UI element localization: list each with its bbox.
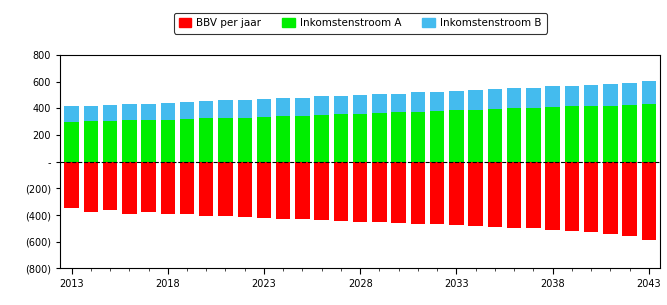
Bar — [199, 101, 213, 118]
Bar — [449, 110, 464, 162]
Bar — [372, 94, 387, 113]
Bar — [564, 106, 579, 162]
Bar — [103, 105, 117, 121]
Bar — [430, 162, 444, 224]
Bar — [622, 105, 637, 162]
Bar — [488, 89, 502, 109]
Bar — [546, 162, 560, 230]
Bar — [314, 115, 329, 162]
Bar — [468, 90, 483, 109]
Bar — [526, 108, 540, 162]
Bar — [430, 111, 444, 162]
Bar — [83, 162, 98, 212]
Bar — [468, 162, 483, 226]
Bar — [141, 104, 156, 120]
Bar — [141, 162, 156, 212]
Bar — [392, 112, 406, 162]
Legend: BBV per jaar, Inkomstenstroom A, Inkomstenstroom B: BBV per jaar, Inkomstenstroom A, Inkomst… — [173, 13, 547, 34]
Bar — [622, 162, 637, 236]
Bar — [392, 94, 406, 112]
Bar — [334, 95, 348, 114]
Bar — [526, 162, 540, 228]
Bar — [103, 162, 117, 210]
Bar — [411, 112, 425, 162]
Bar — [507, 108, 522, 162]
Bar — [584, 85, 598, 106]
Bar — [334, 114, 348, 162]
Bar — [546, 86, 560, 107]
Bar — [526, 88, 540, 108]
Bar — [237, 100, 252, 118]
Bar — [180, 119, 194, 162]
Bar — [449, 162, 464, 225]
Bar — [488, 109, 502, 162]
Bar — [218, 118, 233, 162]
Bar — [468, 109, 483, 162]
Bar — [64, 122, 79, 162]
Bar — [334, 162, 348, 221]
Bar — [237, 162, 252, 217]
Bar — [122, 120, 137, 162]
Bar — [161, 162, 175, 214]
Bar — [218, 100, 233, 118]
Bar — [199, 118, 213, 162]
Bar — [161, 103, 175, 120]
Bar — [430, 92, 444, 111]
Bar — [642, 104, 656, 162]
Bar — [353, 162, 368, 222]
Bar — [314, 162, 329, 220]
Bar — [180, 102, 194, 119]
Bar — [83, 106, 98, 121]
Bar — [642, 162, 656, 240]
Bar — [507, 88, 522, 108]
Bar — [237, 118, 252, 162]
Bar — [83, 121, 98, 162]
Bar — [218, 162, 233, 216]
Bar — [353, 114, 368, 162]
Bar — [584, 162, 598, 232]
Bar — [276, 116, 290, 162]
Bar — [564, 86, 579, 106]
Bar — [295, 116, 309, 162]
Bar — [603, 162, 618, 234]
Bar — [603, 84, 618, 106]
Bar — [161, 120, 175, 162]
Bar — [295, 162, 309, 219]
Bar — [199, 162, 213, 216]
Bar — [392, 162, 406, 223]
Bar — [276, 98, 290, 116]
Bar — [488, 162, 502, 227]
Bar — [411, 92, 425, 112]
Bar — [584, 106, 598, 162]
Bar — [257, 99, 271, 117]
Bar — [122, 162, 137, 214]
Bar — [314, 96, 329, 115]
Bar — [564, 162, 579, 231]
Bar — [103, 121, 117, 162]
Bar — [141, 120, 156, 162]
Bar — [449, 91, 464, 110]
Bar — [507, 162, 522, 228]
Bar — [276, 162, 290, 219]
Bar — [64, 162, 79, 208]
Bar — [372, 162, 387, 222]
Bar — [622, 83, 637, 105]
Bar — [180, 162, 194, 214]
Bar — [353, 95, 368, 114]
Bar — [257, 117, 271, 162]
Bar — [64, 106, 79, 122]
Bar — [411, 162, 425, 224]
Bar — [372, 113, 387, 162]
Bar — [122, 104, 137, 120]
Bar — [603, 106, 618, 162]
Bar — [546, 107, 560, 162]
Bar — [257, 162, 271, 218]
Bar — [295, 98, 309, 116]
Bar — [642, 81, 656, 104]
